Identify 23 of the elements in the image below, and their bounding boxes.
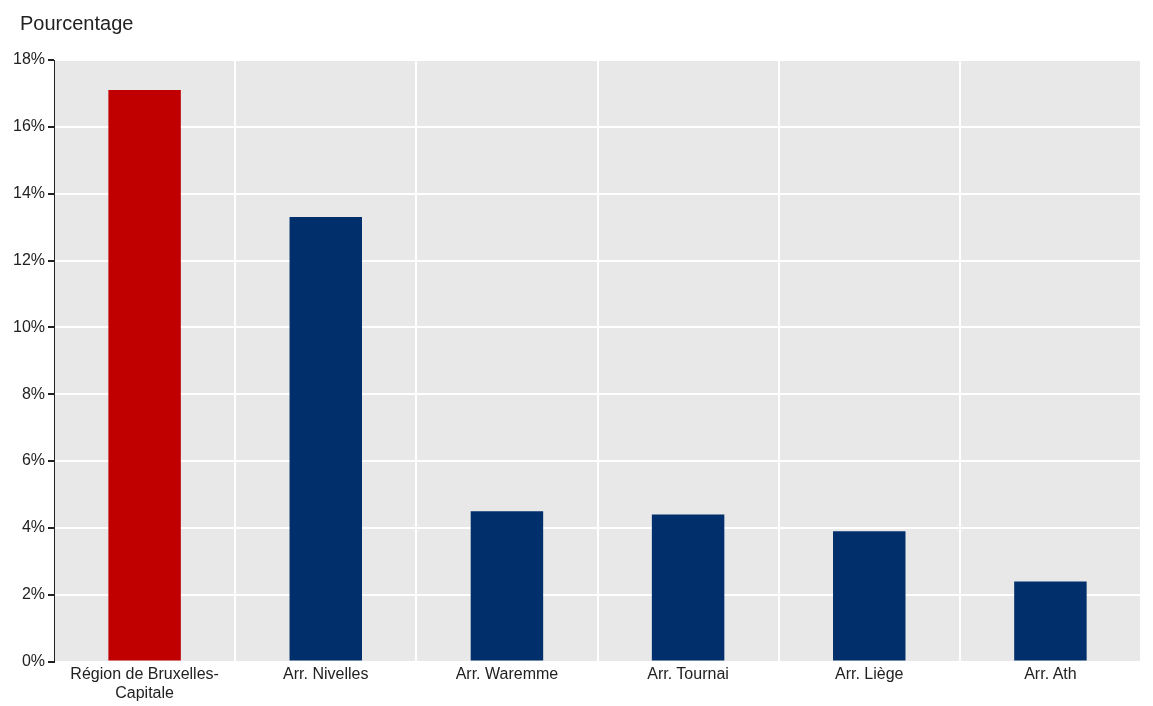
- y-tick-label: 10%: [12, 317, 46, 335]
- y-tick-label: 2%: [21, 585, 46, 603]
- bar: [470, 511, 544, 661]
- x-tick-label: Arr. Liège: [835, 664, 904, 682]
- x-tick-label: Arr. Nivelles: [283, 664, 369, 682]
- x-tick-label: Arr. Waremme: [455, 664, 559, 682]
- bar: [651, 514, 725, 661]
- y-tick-label: 6%: [21, 451, 46, 469]
- bar: [289, 217, 362, 661]
- y-tick-label: 8%: [21, 384, 46, 402]
- bar: [833, 531, 906, 661]
- x-tick-label: Région de Bruxelles-Capitale: [70, 664, 219, 701]
- y-tick-label: 0%: [21, 652, 46, 670]
- x-tick-label: Arr. Ath: [1024, 664, 1077, 682]
- bar: [1014, 581, 1087, 661]
- y-tick-label: 12%: [12, 250, 46, 268]
- x-tick-label: Arr. Tournai: [647, 664, 729, 682]
- y-axis-title: Pourcentage: [20, 12, 134, 35]
- y-tick-label: 16%: [12, 117, 46, 135]
- bar: [108, 90, 181, 661]
- y-tick-label: 18%: [12, 50, 46, 68]
- y-tick-label: 4%: [21, 518, 46, 536]
- y-tick-label: 14%: [12, 184, 46, 202]
